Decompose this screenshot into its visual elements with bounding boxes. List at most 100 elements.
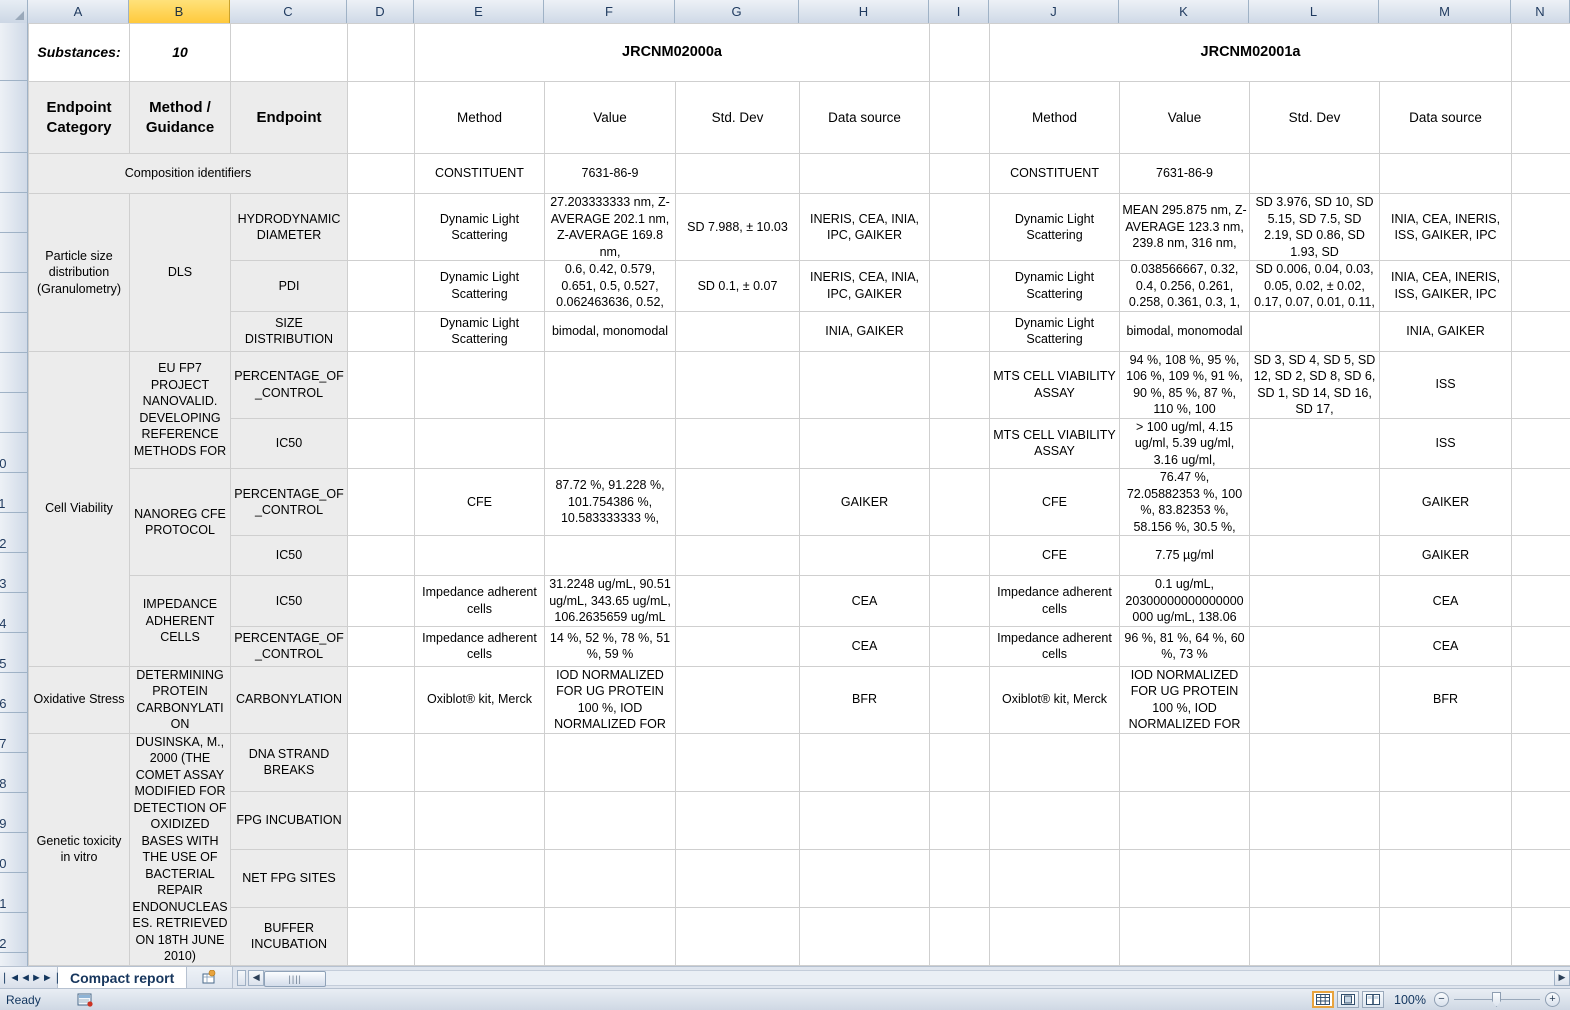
- g1-value[interactable]: IOD NORMALIZED FOR UG PROTEIN 100 %, IOD…: [544, 665, 676, 734]
- spacer-cell-n[interactable]: [1511, 575, 1570, 627]
- g1-data-source[interactable]: IPC: [798, 964, 931, 966]
- g1-std-dev[interactable]: [675, 310, 800, 352]
- g1-std-dev[interactable]: [675, 665, 800, 734]
- g2-src-empty[interactable]: [1379, 153, 1513, 194]
- substances-count[interactable]: 10: [129, 23, 231, 82]
- insert-worksheet-icon[interactable]: [187, 967, 234, 988]
- spacer-cell-i[interactable]: [929, 848, 991, 908]
- page-layout-icon[interactable]: [1337, 991, 1360, 1008]
- spacer-cell-n[interactable]: [1511, 310, 1570, 352]
- g2-value[interactable]: 94 %, 108 %, 95 %, 106 %, 109 %, 91 %, 9…: [1119, 350, 1251, 419]
- g2-method[interactable]: CFE: [989, 535, 1121, 576]
- g2-std-dev[interactable]: SD 3.976, SD 10, SD 5.15, SD 7.5, SD 2.1…: [1249, 193, 1381, 261]
- spacer-cell-n[interactable]: [1511, 193, 1570, 261]
- spacer-cell-d[interactable]: [347, 468, 415, 536]
- g1-data-source[interactable]: INIA, GAIKER: [798, 310, 931, 352]
- g2-data-source[interactable]: [1379, 848, 1513, 908]
- spacer-cell-d[interactable]: [347, 193, 415, 261]
- g1-std-empty[interactable]: [675, 153, 800, 194]
- spacer-cell-n[interactable]: [1511, 535, 1570, 576]
- cell-d3[interactable]: [347, 153, 415, 194]
- spacer-cell-i[interactable]: [929, 665, 991, 734]
- g2-value-cas[interactable]: 7631-86-9: [1119, 153, 1251, 194]
- spacer-cell-i[interactable]: [929, 575, 991, 627]
- cell-n2[interactable]: [1511, 81, 1570, 154]
- row-header-4[interactable]: 4: [0, 193, 27, 233]
- row-header-18[interactable]: 18: [0, 753, 27, 793]
- spacer-cell-d[interactable]: [347, 310, 415, 352]
- sheet-nav-buttons[interactable]: ❘◄ ◄ ► ►❘: [0, 967, 62, 988]
- g1-value[interactable]: [544, 848, 676, 908]
- spacer-cell-i[interactable]: [929, 310, 991, 352]
- column-header-l[interactable]: L: [1249, 0, 1379, 23]
- g1-std-dev[interactable]: SD 7.988, ± 10.03: [675, 193, 800, 261]
- cell-d1[interactable]: [347, 23, 415, 82]
- g1-data-source[interactable]: INERIS, CEA, INIA, IPC, GAIKER: [798, 193, 931, 261]
- g1-std-dev[interactable]: [675, 906, 800, 966]
- spacer-cell-n[interactable]: [1511, 625, 1570, 667]
- spacer-cell-i[interactable]: [929, 260, 991, 312]
- row-header-13[interactable]: 13: [0, 553, 27, 593]
- worksheet-grid[interactable]: Substances: 10 JRCNM02000a JRCNM02001a Endpo…: [28, 23, 1570, 966]
- g1-method[interactable]: Dynamic Light Scattering: [414, 260, 545, 312]
- row-header-20[interactable]: 20: [0, 833, 27, 873]
- spacer-cell-i[interactable]: [929, 625, 991, 667]
- g1-method[interactable]: Dynamic Light Scattering: [414, 193, 545, 261]
- g2-value[interactable]: 0.038566667, 0.32, 0.4, 0.256, 0.261, 0.…: [1119, 260, 1251, 312]
- column-header-g[interactable]: G: [675, 0, 799, 23]
- spacer-cell-d[interactable]: [347, 260, 415, 312]
- record-macro-icon[interactable]: [72, 992, 98, 1007]
- last-sheet-icon[interactable]: ►❘: [41, 972, 62, 984]
- g2-method[interactable]: Oxiblot® kit, Merck: [989, 665, 1121, 734]
- g1-data-source[interactable]: INERIS, CEA, INIA, IPC, GAIKER: [798, 260, 931, 312]
- select-all-corner[interactable]: [0, 0, 28, 23]
- g1-data-source[interactable]: [798, 906, 931, 966]
- g1-method[interactable]: Impedance adherent cells: [414, 575, 545, 627]
- prev-sheet-icon[interactable]: ◄: [20, 971, 31, 984]
- g1-method[interactable]: [414, 848, 545, 908]
- spacer-cell-d[interactable]: [347, 790, 415, 850]
- g1-value[interactable]: [544, 790, 676, 850]
- zoom-slider-handle[interactable]: [1492, 992, 1501, 1007]
- g2-data-source[interactable]: IPC: [1379, 964, 1513, 966]
- g2-method[interactable]: Dynamic Light Scattering: [989, 193, 1121, 261]
- g1-std-dev[interactable]: [675, 790, 800, 850]
- spacer-cell-n[interactable]: [1511, 732, 1570, 792]
- view-mode-buttons[interactable]: [1312, 991, 1394, 1008]
- g2-data-source[interactable]: CEA: [1379, 575, 1513, 627]
- g2-std-dev[interactable]: SD 0.006, 0.04, 0.03, 0.05, 0.02, ± 0.02…: [1249, 260, 1381, 312]
- spacer-cell-d[interactable]: [347, 848, 415, 908]
- g2-method[interactable]: MTS CELL VIABILITY ASSAY: [989, 417, 1121, 469]
- g1-data-source[interactable]: [798, 350, 931, 419]
- cell-i3[interactable]: [929, 153, 991, 194]
- normal-view-icon[interactable]: [1312, 991, 1335, 1008]
- horizontal-scrollbar-track[interactable]: ||||: [264, 969, 1554, 987]
- column-header-k[interactable]: K: [1119, 0, 1249, 23]
- spacer-cell-i[interactable]: [929, 193, 991, 261]
- row-header-17[interactable]: 17: [0, 713, 27, 753]
- g2-std-dev[interactable]: [1249, 575, 1381, 627]
- row-header-19[interactable]: 19: [0, 793, 27, 833]
- spacer-cell-d[interactable]: [347, 906, 415, 966]
- g1-value-cas[interactable]: 7631-86-9: [544, 153, 676, 194]
- g2-data-source[interactable]: [1379, 790, 1513, 850]
- g1-method[interactable]: CFE: [414, 468, 545, 536]
- g1-src-empty[interactable]: [798, 153, 931, 194]
- column-header-i[interactable]: I: [929, 0, 989, 23]
- spacer-cell-d[interactable]: [347, 575, 415, 627]
- g2-std-dev[interactable]: SD 3, SD 4, SD 5, SD 12, SD 2, SD 8, SD …: [1249, 350, 1381, 419]
- row-header-9[interactable]: 9: [0, 393, 27, 433]
- g1-value[interactable]: 0.6, 0.42, 0.579, 0.651, 0.5, 0.527, 0.0…: [544, 260, 676, 312]
- g2-method-constituent[interactable]: CONSTITUENT: [989, 153, 1121, 194]
- g2-std-dev[interactable]: [1249, 310, 1381, 352]
- spacer-cell-n[interactable]: [1511, 790, 1570, 850]
- spacer-cell-i[interactable]: [929, 350, 991, 419]
- g2-data-source[interactable]: CEA: [1379, 625, 1513, 667]
- g2-std-dev[interactable]: [1249, 906, 1381, 966]
- row-header-5[interactable]: 5: [0, 233, 27, 273]
- g2-method[interactable]: [989, 906, 1121, 966]
- g1-method-constituent[interactable]: CONSTITUENT: [414, 153, 545, 194]
- column-header-d[interactable]: D: [347, 0, 414, 23]
- g2-std-dev[interactable]: [1249, 732, 1381, 792]
- first-sheet-icon[interactable]: ❘◄: [0, 972, 21, 984]
